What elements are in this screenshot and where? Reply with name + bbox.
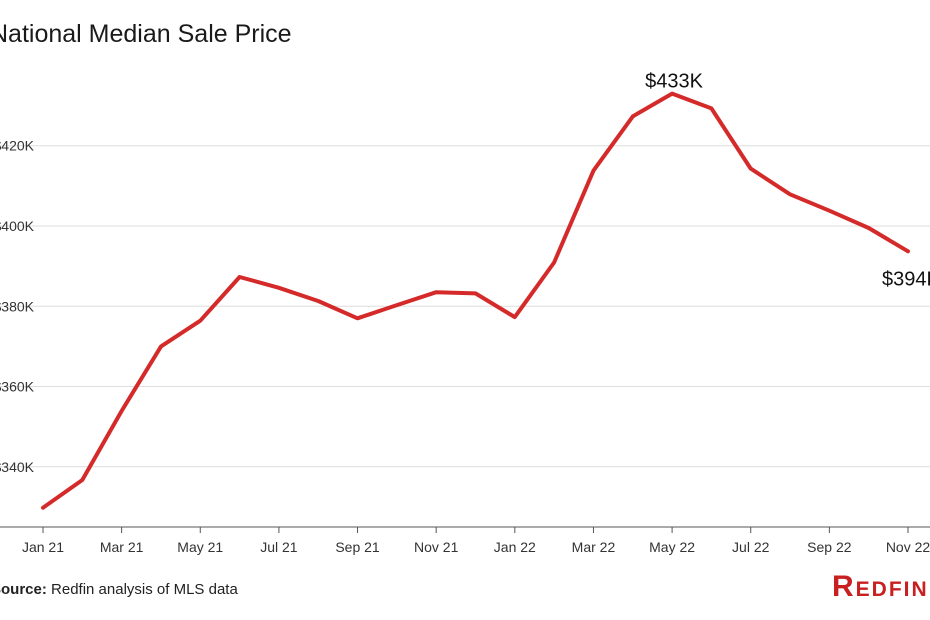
series-lines	[41, 91, 910, 510]
x-tick-label: Jan 22	[494, 539, 536, 555]
redfin-logo: Redfin	[832, 570, 929, 603]
line-chart: $340K $360K $380K $400K $420K Jan 21 Mar 21 Ma…	[0, 71, 930, 555]
chart-title: National Median Sale Price	[0, 20, 292, 48]
x-tick-label: May 22	[649, 539, 695, 555]
grid-lines	[0, 145, 930, 468]
x-tick-labels: Jan 21 Mar 21 May 21 Jul 21 Sep 21 Nov 21 Jan …	[22, 527, 930, 555]
y-tick-label: $340K	[0, 459, 35, 475]
source-label: Source:	[0, 581, 47, 598]
x-tick-label: Mar 22	[572, 539, 616, 555]
y-tick-label: $360K	[0, 379, 35, 395]
x-tick-label: Sep 21	[335, 539, 380, 555]
series-line	[41, 91, 910, 510]
x-tick-label: Jul 21	[260, 539, 298, 555]
y-tick-label: $400K	[0, 218, 35, 234]
y-tick-label: $380K	[0, 298, 35, 314]
y-tick-label: $420K	[0, 138, 35, 154]
source-note: Source: Redfin analysis of MLS data	[0, 581, 238, 598]
data-labels: $433K $394K	[645, 71, 930, 291]
y-tick-labels: $340K $360K $380K $400K $420K	[0, 138, 35, 475]
data-label: $394K	[882, 268, 930, 290]
source-text: Redfin analysis of MLS data	[51, 581, 238, 598]
data-label: $433K	[645, 71, 703, 93]
x-tick-label: Jan 21	[22, 539, 64, 555]
x-tick-label: Mar 21	[100, 539, 144, 555]
x-tick-label: Nov 21	[414, 539, 459, 555]
x-tick-label: Jul 22	[732, 539, 770, 555]
x-tick-label: May 21	[177, 539, 223, 555]
x-tick-label: Nov 22	[886, 539, 930, 555]
x-tick-label: Sep 22	[807, 539, 852, 555]
